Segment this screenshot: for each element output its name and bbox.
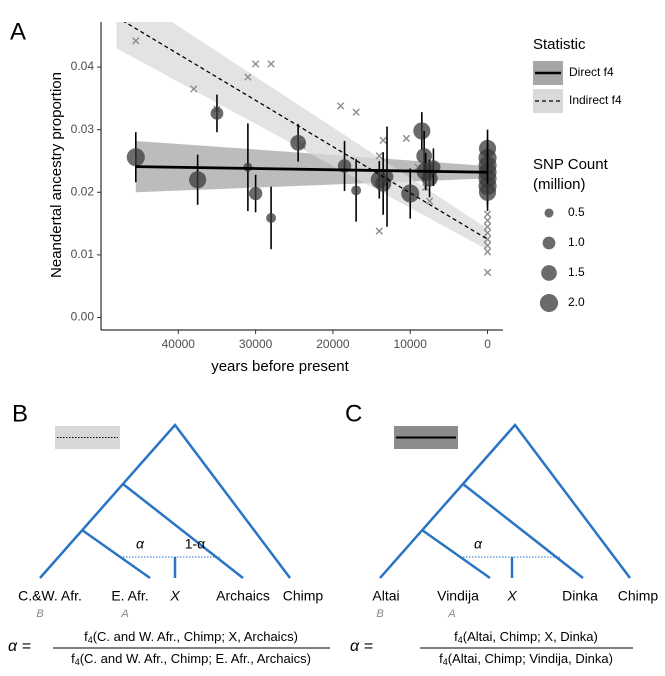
size-legend-key: [544, 208, 554, 218]
panel-label: B: [12, 400, 28, 427]
x-tick-label: 10000: [394, 337, 428, 351]
indirect-point: [352, 108, 360, 116]
size-legend-key: [541, 265, 557, 281]
y-tick-label: 0.00: [71, 310, 95, 324]
alpha-label: 1-α: [185, 536, 206, 552]
indirect-point: [244, 73, 252, 81]
size-legend-key: [542, 236, 556, 250]
x-tick-label: 40000: [162, 337, 196, 351]
leaf-label: X: [506, 588, 517, 604]
formula-lhs: α =: [8, 638, 31, 655]
y-tick-label: 0.04: [71, 59, 95, 73]
indirect-point: [375, 227, 384, 235]
formula-numerator: f4(C. and W. Afr., Chimp; X, Archaics): [84, 629, 298, 645]
size-legend-label: 1.5: [568, 265, 585, 279]
direct-point: [380, 170, 394, 184]
direct-point: [126, 148, 145, 167]
tree-branch: [421, 528, 491, 580]
tree-branch: [462, 483, 584, 579]
indirect-point: [336, 102, 345, 110]
indirect-point: [379, 136, 387, 145]
tree-b: B α 1-α C.&W. Afr. E. Afr. X Archaics Ch…: [8, 400, 330, 667]
alpha-label: α: [474, 536, 483, 552]
size-legend-label: 0.5: [568, 205, 585, 219]
size-legend-key: [539, 293, 559, 313]
leaf-label: Dinka: [562, 588, 598, 604]
confidence-band: [116, 22, 488, 250]
y-tick-label: 0.03: [71, 122, 95, 136]
tree-branch: [81, 528, 151, 580]
indirect-point: [132, 37, 140, 45]
indirect-point: [483, 229, 492, 237]
indirect-point: [425, 197, 434, 205]
indirect-point: [251, 60, 260, 68]
indirect-point: [190, 85, 198, 93]
plot-area: [116, 22, 497, 277]
x-axis-label: years before present: [211, 358, 349, 375]
panel-label: C: [345, 400, 362, 427]
leaf-label: X: [169, 588, 180, 604]
x-tick-label: 20000: [316, 337, 350, 351]
direct-point: [290, 134, 306, 151]
direct-point: [478, 183, 497, 201]
direct-point: [351, 185, 362, 196]
direct-point: [413, 122, 431, 140]
x-tick-label: 0: [484, 337, 491, 351]
legend-title: Statistic: [533, 36, 586, 53]
direct-point: [416, 148, 432, 164]
indirect-point: [483, 223, 492, 231]
size-legend-title: (million): [533, 176, 586, 193]
formula-denominator: f4(Altai, Chimp; Vindija, Dinka): [439, 651, 613, 667]
legend-label: Direct f4: [569, 65, 614, 79]
tree-branch: [122, 483, 244, 579]
indirect-point: [483, 268, 492, 277]
y-tick-label: 0.01: [71, 247, 95, 261]
direct-point: [210, 106, 224, 120]
leaf-label: Vindija: [437, 588, 479, 604]
size-legend-title: SNP Count: [533, 156, 609, 173]
indirect-point: [483, 235, 492, 243]
direct-point: [401, 184, 420, 203]
leaf-sublabel: A: [120, 608, 128, 620]
formula-lhs: α =: [350, 638, 373, 655]
size-legend-label: 2.0: [568, 295, 585, 309]
legend-label: Indirect f4: [569, 93, 622, 107]
leaf-sublabel: A: [447, 608, 455, 620]
direct-point: [266, 212, 277, 223]
leaf-label: E. Afr.: [111, 588, 148, 604]
indirect-point: [402, 134, 411, 143]
indirect-point: [483, 248, 492, 256]
alpha-label: α: [136, 536, 145, 552]
fit-line: [123, 22, 488, 240]
indirect-point: [483, 216, 492, 225]
leaf-label: Chimp: [283, 588, 324, 604]
leaf-label: Chimp: [618, 588, 659, 604]
y-axis-label: Neandertal ancestry proportion: [48, 72, 65, 278]
direct-point: [248, 186, 263, 201]
leaf-sublabel: B: [376, 608, 383, 620]
formula-denominator: f4(C. and W. Afr., Chimp; E. Afr., Archa…: [71, 651, 311, 667]
indirect-point: [483, 210, 492, 218]
leaf-label: Altai: [372, 588, 399, 604]
tree-c: C α Altai Vindija X Dinka Chimp B A α = …: [345, 400, 658, 667]
tree-branch: [379, 423, 631, 579]
y-tick-label: 0.02: [71, 184, 95, 198]
panel-label: A: [10, 18, 26, 45]
indirect-point: [483, 241, 492, 250]
leaf-sublabel: B: [36, 608, 43, 620]
indirect-point: [267, 60, 275, 68]
leaf-label: Archaics: [216, 588, 270, 604]
formula-numerator: f4(Altai, Chimp; X, Dinka): [454, 629, 598, 645]
size-legend-label: 1.0: [568, 235, 585, 249]
fit-line: [135, 165, 488, 174]
leaf-label: C.&W. Afr.: [18, 588, 82, 604]
indirect-point: [375, 152, 384, 160]
x-tick-label: 30000: [239, 337, 273, 351]
direct-point: [189, 171, 207, 189]
tree-branch: [39, 423, 291, 579]
